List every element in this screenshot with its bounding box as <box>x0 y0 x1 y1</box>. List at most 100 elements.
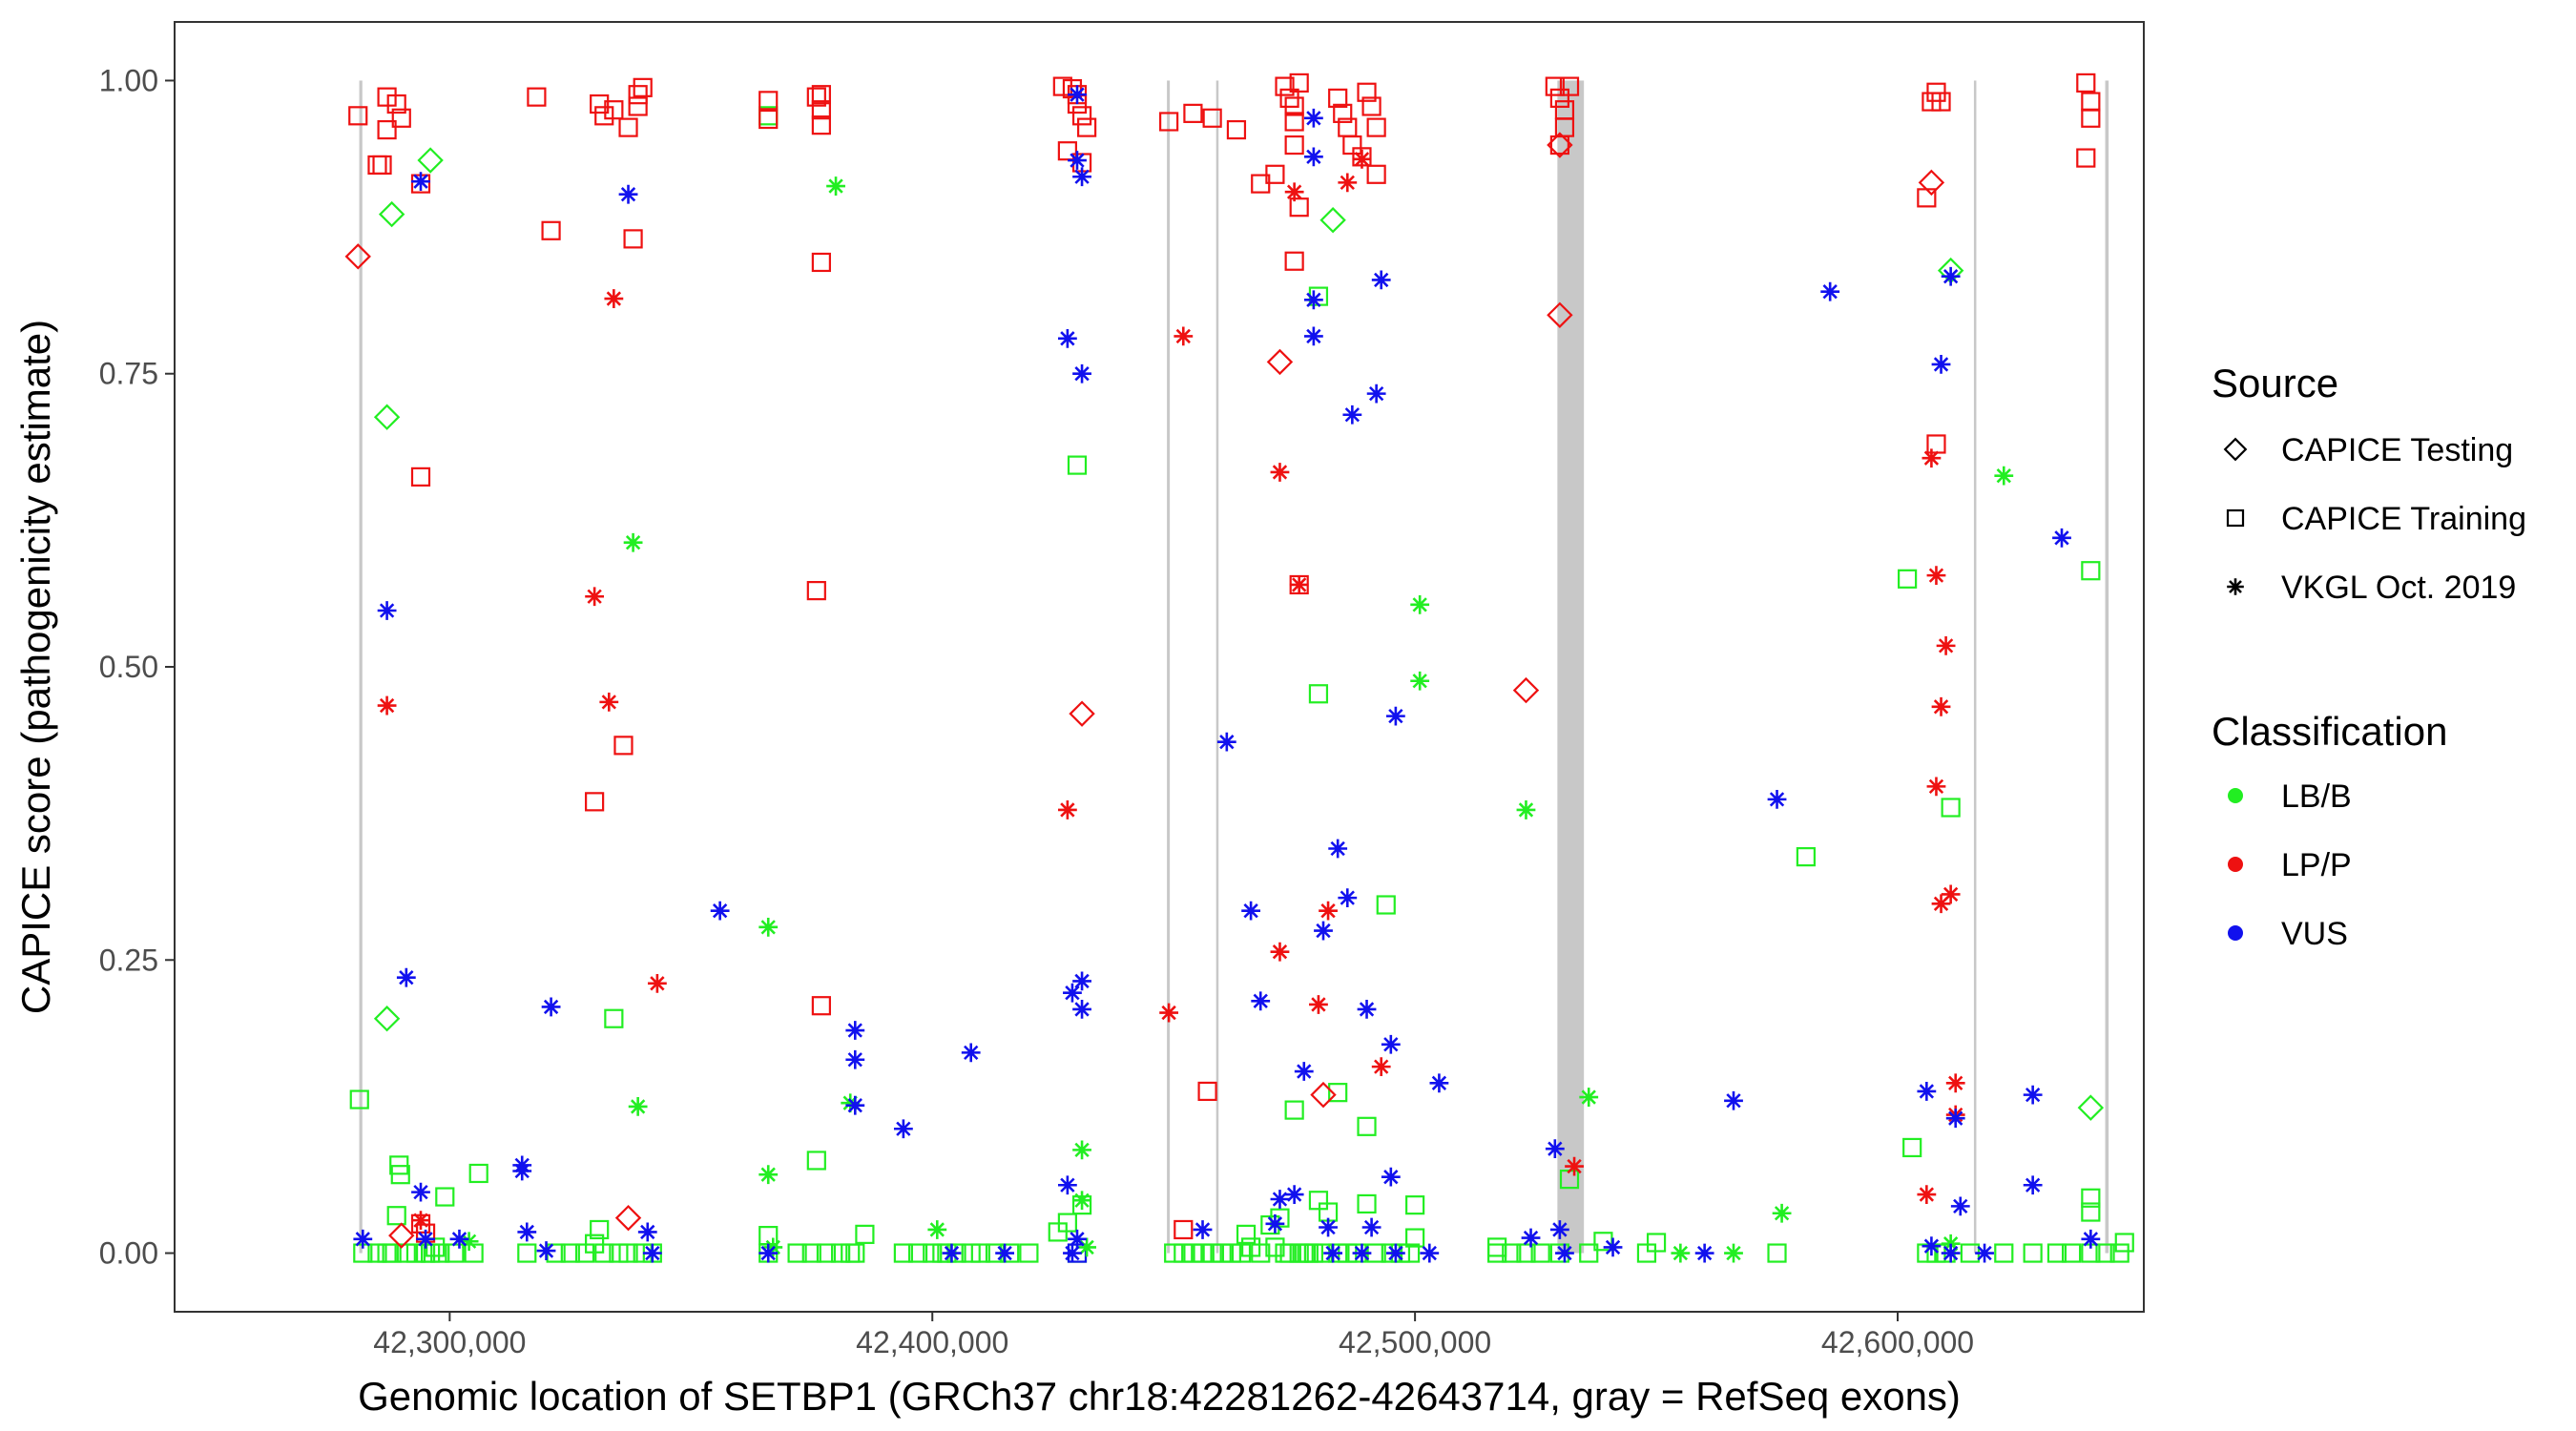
data-point <box>923 1243 943 1263</box>
data-point <box>1767 789 1787 809</box>
data-point <box>585 792 605 812</box>
data-point <box>594 1243 614 1263</box>
data-point <box>1931 696 1951 716</box>
data-point <box>1183 103 1203 123</box>
data-point <box>2023 1243 2043 1263</box>
data-point <box>390 1165 410 1185</box>
data-point <box>1941 1243 1961 1263</box>
data-point <box>1385 1243 1405 1263</box>
data-point <box>517 1222 537 1242</box>
data-point <box>2081 108 2101 128</box>
data-point <box>1724 1090 1743 1110</box>
data-point <box>1579 1088 1599 1107</box>
data-point <box>388 1222 415 1249</box>
data-point <box>1931 92 1951 112</box>
data-point <box>1547 301 1573 328</box>
data-point <box>806 1151 826 1171</box>
x-axis-label: Genomic location of SETBP1 (GRCh37 chr18… <box>358 1374 1961 1419</box>
data-point <box>1057 1175 1077 1195</box>
data-point <box>373 404 401 430</box>
legend: Source CAPICE Testing CAPICE Training VKGL… <box>2212 361 2526 952</box>
data-point <box>628 1097 648 1116</box>
data-point <box>1381 1167 1401 1187</box>
data-point <box>2114 1233 2134 1253</box>
data-point <box>1361 1217 1381 1237</box>
data-point <box>1077 117 1097 137</box>
data-point <box>1410 594 1430 614</box>
data-point <box>1376 895 1396 915</box>
data-point <box>1072 1191 1091 1211</box>
data-point <box>1559 76 1580 96</box>
exon-band <box>1557 80 1585 1254</box>
legend-label-lp-p: LP/P <box>2281 847 2352 883</box>
data-point <box>1429 1073 1449 1093</box>
data-point <box>1251 1243 1271 1263</box>
x-tick-label: 42,600,000 <box>1821 1325 1974 1359</box>
data-point <box>1294 1062 1314 1081</box>
data-point <box>1357 1116 1377 1136</box>
data-point <box>1516 800 1536 819</box>
data-point <box>623 229 643 249</box>
data-point <box>599 692 619 712</box>
data-point <box>1057 328 1077 348</box>
data-point <box>618 117 638 137</box>
legend-key-vus <box>2228 925 2243 941</box>
data-point <box>1420 1243 1440 1263</box>
series-vkgl-lb-b <box>459 176 2014 1263</box>
data-point <box>1289 575 1309 594</box>
data-point <box>1284 135 1304 156</box>
data-point <box>1941 884 1961 904</box>
data-point <box>1310 1081 1337 1109</box>
data-point <box>758 91 779 111</box>
data-point <box>1796 847 1816 867</box>
data-point <box>1265 1237 1285 1257</box>
data-point <box>1071 106 1092 126</box>
data-point <box>1772 1203 1792 1223</box>
data-point <box>1275 76 1295 96</box>
data-point <box>710 901 730 921</box>
data-point <box>1342 135 1362 156</box>
data-point <box>1371 270 1391 290</box>
data-point <box>1183 1243 1203 1263</box>
data-point <box>806 87 826 107</box>
legend-key-testing <box>2223 437 2248 462</box>
data-point <box>1549 88 1569 108</box>
data-point <box>1352 1243 1372 1263</box>
exon-band <box>1215 80 1219 1254</box>
data-point <box>604 1008 624 1028</box>
data-point <box>1057 800 1077 819</box>
data-point <box>353 1229 373 1249</box>
data-point <box>386 93 406 114</box>
legend-key-lb-b <box>2228 788 2243 803</box>
legend-key-vkgl <box>2227 578 2244 595</box>
data-point <box>1549 135 1569 156</box>
data-point <box>1917 1185 1937 1204</box>
data-point <box>1694 1243 1714 1263</box>
data-point <box>1366 117 1386 137</box>
data-point <box>405 1243 426 1263</box>
data-point <box>1357 1193 1377 1214</box>
y-tick-label: 0.75 <box>99 357 158 391</box>
data-point <box>377 119 397 140</box>
data-point <box>806 581 826 601</box>
data-point <box>811 252 831 273</box>
data-point <box>1385 706 1405 726</box>
data-point <box>1917 1243 1937 1263</box>
data-point <box>1931 894 1951 914</box>
data-point <box>1068 85 1087 105</box>
data-point <box>1319 1217 1338 1237</box>
data-point <box>1072 167 1091 187</box>
series-testing-lp-p <box>344 132 1945 1249</box>
data-point <box>1241 901 1261 921</box>
data-point <box>1197 1081 1217 1102</box>
data-point <box>1309 995 1328 1014</box>
data-point <box>618 184 638 204</box>
legend-source-title: Source <box>2212 361 2338 405</box>
data-point <box>1072 999 1091 1019</box>
data-point <box>1303 290 1323 310</box>
legend-classification-entries: LB/B LP/P VUS <box>2228 778 2352 952</box>
data-point <box>1057 1213 1077 1233</box>
data-point <box>1565 1156 1584 1176</box>
data-point <box>893 1243 913 1263</box>
data-point <box>1236 1224 1257 1244</box>
